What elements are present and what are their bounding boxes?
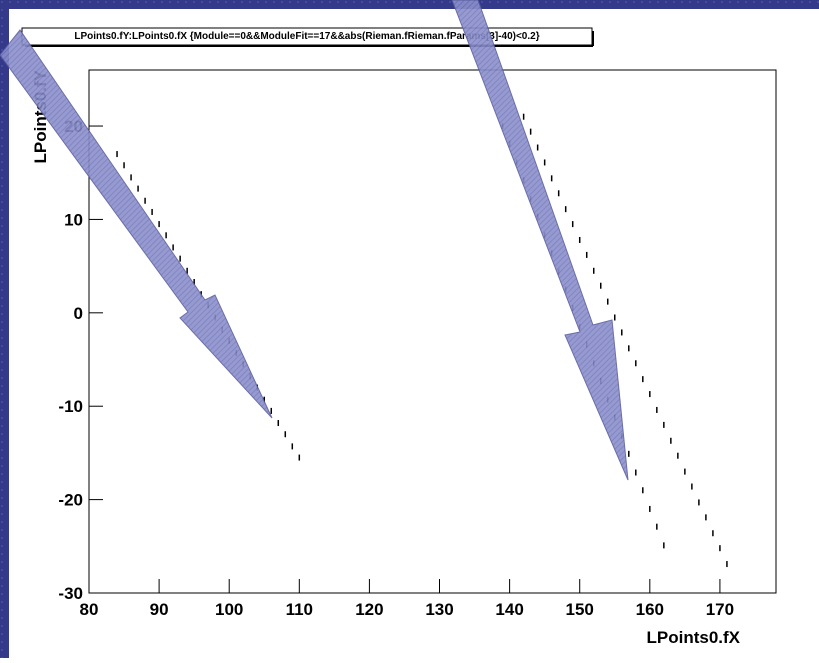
- y-tick-label: 10: [64, 210, 83, 229]
- x-tick-label: 110: [286, 600, 313, 619]
- marks: 80 90 100 110 120 130 140 150 160 170 -30 -20 -10 0 10…: [58, 113, 734, 619]
- x-tick-label: 150: [566, 600, 594, 619]
- chart-title: LPoints0.fY:LPoints0.fX {Module==0&&Modu…: [74, 31, 539, 42]
- x-tick-label: 160: [636, 600, 664, 619]
- y-tick-label: 0: [74, 304, 83, 323]
- x-tick-label: 120: [355, 600, 383, 619]
- y-tick-label: -20: [58, 491, 83, 510]
- x-tick-label: 170: [706, 600, 734, 619]
- arrow: [0, 29, 273, 419]
- plot-frame: [88, 69, 777, 594]
- x-tick-label: 130: [425, 600, 453, 619]
- x-axis-label: LPoints0.fX: [646, 628, 740, 647]
- y-tick-label: -30: [58, 584, 83, 603]
- arrow: [451, 0, 629, 481]
- x-tick-label: 80: [80, 600, 99, 619]
- x-tick-label: 100: [215, 600, 243, 619]
- x-tick-label: 140: [495, 600, 523, 619]
- y-tick-label: -10: [58, 397, 83, 416]
- x-tick-label: 90: [150, 600, 169, 619]
- canvas: [9, 9, 819, 658]
